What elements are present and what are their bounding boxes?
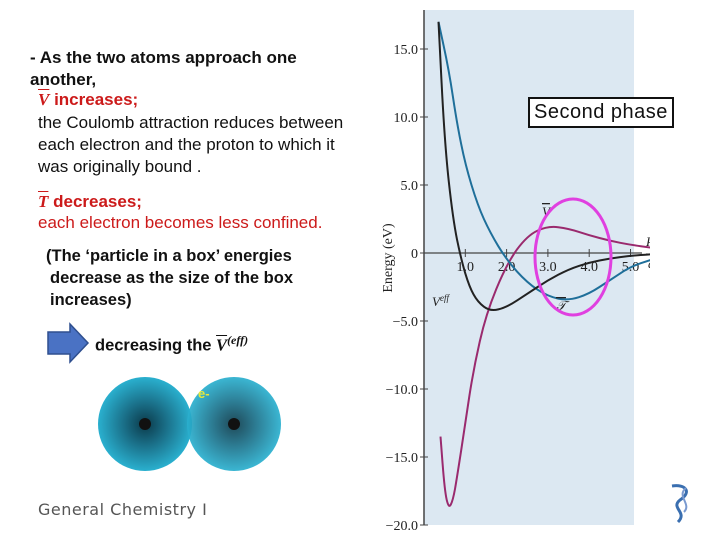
v-increases-heading: V increases; bbox=[38, 90, 138, 110]
coulomb-line-1: the Coulomb attraction reduces between bbox=[38, 113, 344, 132]
y-tick-label: −20.0 bbox=[386, 519, 418, 534]
v-symbol: V bbox=[38, 90, 50, 109]
nucleus-left bbox=[139, 418, 151, 430]
coulomb-line-3: was originally bound . bbox=[38, 157, 202, 176]
footer-text: General Chemistry I bbox=[38, 500, 208, 519]
y-ticks: 15.0 10.0 5.0 0 −5.0 −10.0 −15.0 −20.0 bbox=[386, 43, 428, 534]
intro-text: - As the two atoms approach one another, bbox=[30, 47, 297, 91]
v-annotation: V bbox=[542, 204, 552, 219]
plot-background bbox=[424, 10, 634, 525]
electron-label: e- bbox=[198, 386, 210, 401]
y-tick-label: 15.0 bbox=[394, 43, 419, 58]
logo-icon bbox=[671, 484, 688, 524]
y-tick-label: 10.0 bbox=[394, 111, 419, 126]
series-line-v bbox=[439, 225, 650, 507]
coulomb-line-2: each electron and the proton to which it bbox=[38, 135, 335, 154]
t-decreases-heading: T decreases; bbox=[38, 192, 142, 212]
a0-annotation: a0 bbox=[648, 256, 650, 273]
series-line-v-eff bbox=[437, 21, 650, 312]
box-line-2: decrease as the size of the box bbox=[50, 269, 294, 287]
series-line-t bbox=[437, 21, 650, 301]
v-increases-text: increases; bbox=[49, 90, 139, 109]
box-paragraph: (The ‘particle in a box’ energies decrea… bbox=[46, 245, 293, 311]
curves bbox=[437, 21, 650, 507]
nucleus-right bbox=[228, 418, 240, 430]
decreasing-superscript: (eff) bbox=[227, 333, 249, 347]
t-decreases-text: decreases; bbox=[48, 192, 142, 211]
y-tick-label: −5.0 bbox=[393, 315, 418, 330]
x-tick-label: 1.0 bbox=[457, 260, 475, 275]
decreasing-symbol: V bbox=[216, 335, 228, 355]
x-tick-label: 3.0 bbox=[539, 260, 557, 275]
y-tick-label: −10.0 bbox=[386, 383, 418, 398]
second-phase-label: Second phase bbox=[528, 97, 674, 128]
t-symbol: T bbox=[38, 192, 49, 211]
decreasing-label: decreasing the V(eff) bbox=[95, 333, 248, 356]
confined-text: each electron becomes less confined. bbox=[38, 213, 323, 232]
decreasing-prefix: decreasing the bbox=[95, 336, 217, 355]
highlight-circle bbox=[533, 197, 613, 317]
y-tick-label: 0 bbox=[411, 247, 418, 262]
intro-line-1: - As the two atoms approach one bbox=[30, 48, 297, 67]
energy-chart: 15.010.05.00−5.0−10.0−15.0−20.0 1.0 2.0 3.… bbox=[381, 10, 650, 534]
box-line-1: (The ‘particle in a box’ energies bbox=[46, 247, 292, 265]
two-atoms-illustration bbox=[98, 377, 281, 471]
intro-line-2: another, bbox=[30, 70, 97, 89]
y-tick-label: 5.0 bbox=[401, 179, 419, 194]
y-tick-label: −15.0 bbox=[386, 451, 418, 466]
y-axis-label: Energy (eV) bbox=[381, 223, 396, 293]
right-arrow-icon bbox=[47, 322, 90, 364]
coulomb-paragraph: the Coulomb attraction reduces between e… bbox=[38, 112, 343, 178]
box-line-3: increases) bbox=[50, 291, 132, 309]
rab-annotation: RAB bbox=[645, 234, 650, 251]
